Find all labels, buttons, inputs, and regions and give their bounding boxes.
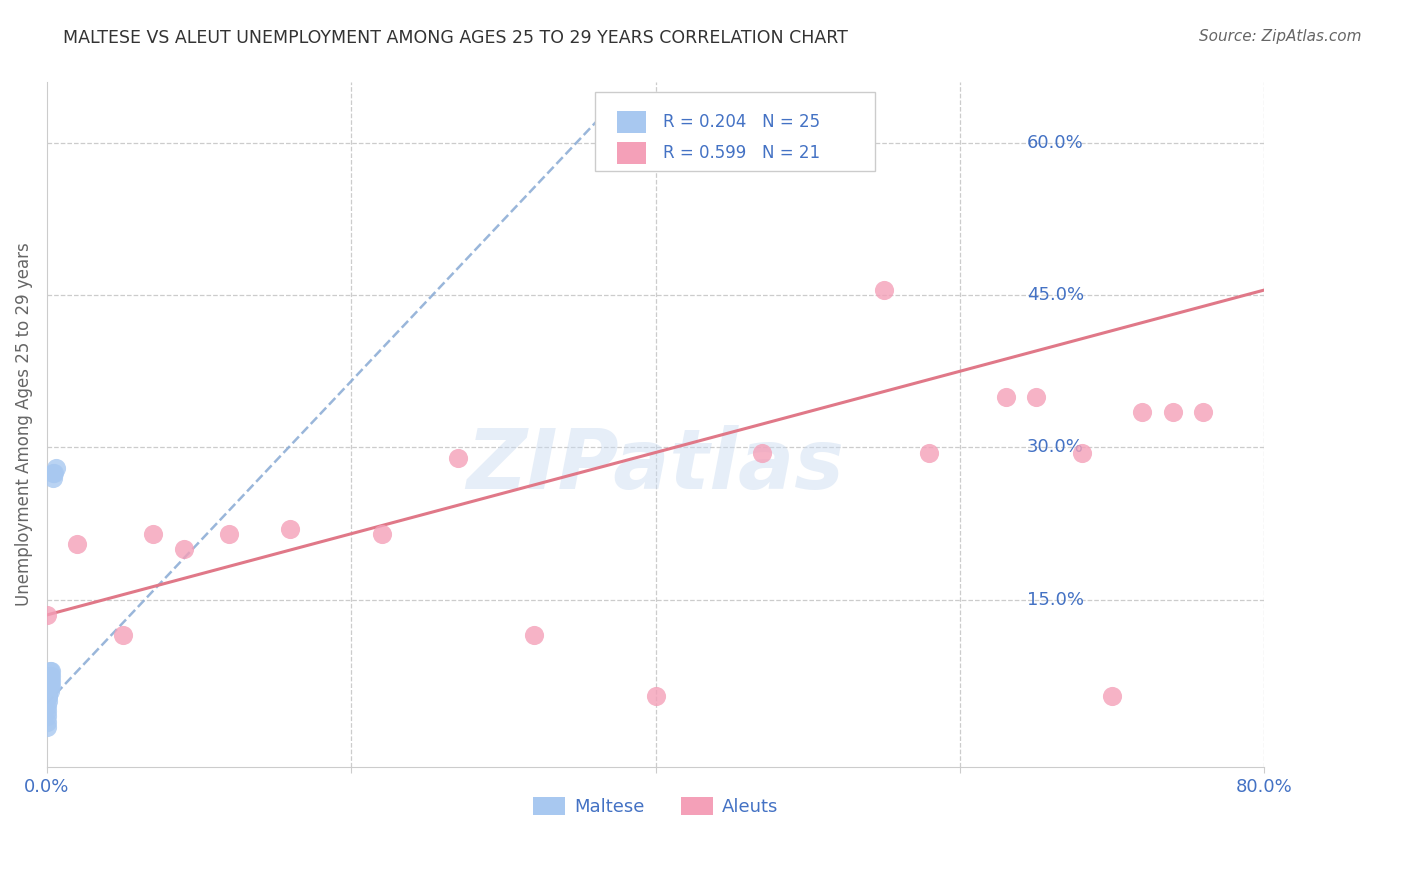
Point	[218, 526, 240, 541]
Point	[37, 673, 59, 688]
Point	[370, 526, 392, 541]
Point	[1192, 405, 1215, 419]
Point	[447, 450, 470, 465]
FancyBboxPatch shape	[617, 142, 645, 164]
Point	[41, 673, 63, 688]
Point	[35, 607, 58, 622]
Point	[37, 689, 59, 703]
Point	[1070, 445, 1092, 459]
Point	[39, 664, 62, 678]
Point	[41, 679, 63, 693]
Point	[37, 679, 59, 693]
Point	[35, 699, 58, 714]
Point	[994, 390, 1017, 404]
Point	[35, 709, 58, 723]
Point	[173, 541, 195, 556]
Point	[39, 673, 62, 688]
Point	[111, 628, 134, 642]
Text: MALTESE VS ALEUT UNEMPLOYMENT AMONG AGES 25 TO 29 YEARS CORRELATION CHART: MALTESE VS ALEUT UNEMPLOYMENT AMONG AGES…	[63, 29, 848, 46]
Point	[280, 522, 302, 536]
Point	[41, 669, 63, 683]
Point	[37, 684, 59, 698]
Point	[523, 628, 546, 642]
Text: Source: ZipAtlas.com: Source: ZipAtlas.com	[1198, 29, 1361, 44]
Point	[1132, 405, 1154, 419]
Point	[44, 466, 66, 480]
Text: R = 0.204   N = 25: R = 0.204 N = 25	[662, 113, 820, 131]
Point	[37, 694, 59, 708]
Point	[39, 684, 62, 698]
Text: ZIPatlas: ZIPatlas	[467, 425, 845, 506]
Point	[37, 684, 59, 698]
Text: 60.0%: 60.0%	[1026, 134, 1084, 152]
Point	[42, 471, 65, 485]
Legend: Maltese, Aleuts: Maltese, Aleuts	[526, 790, 786, 823]
FancyBboxPatch shape	[617, 112, 645, 133]
Text: 45.0%: 45.0%	[1026, 286, 1084, 304]
Text: 30.0%: 30.0%	[1026, 439, 1084, 457]
Point	[39, 679, 62, 693]
Point	[66, 537, 89, 551]
Text: R = 0.599   N = 21: R = 0.599 N = 21	[662, 145, 820, 162]
Point	[751, 445, 773, 459]
FancyBboxPatch shape	[595, 92, 875, 171]
Point	[42, 466, 65, 480]
Point	[35, 720, 58, 734]
Point	[35, 714, 58, 729]
Point	[918, 445, 941, 459]
Text: 15.0%: 15.0%	[1026, 591, 1084, 608]
Point	[45, 460, 67, 475]
Point	[35, 705, 58, 719]
Point	[37, 689, 59, 703]
Point	[1025, 390, 1047, 404]
Point	[1161, 405, 1184, 419]
Point	[1101, 689, 1123, 703]
Point	[644, 689, 666, 703]
Point	[39, 669, 62, 683]
Point	[873, 283, 896, 297]
Point	[41, 664, 63, 678]
Point	[142, 526, 165, 541]
Y-axis label: Unemployment Among Ages 25 to 29 years: Unemployment Among Ages 25 to 29 years	[15, 243, 32, 607]
